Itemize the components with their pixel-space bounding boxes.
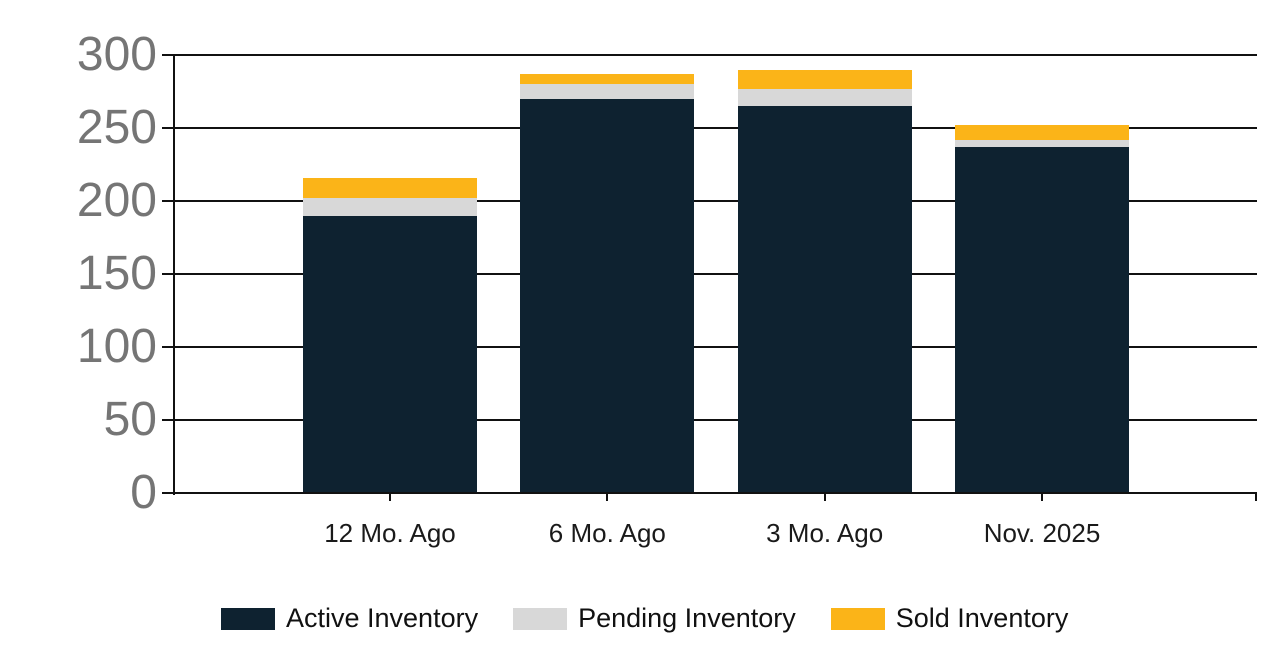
y-axis-tick-label: 150 [76,247,157,300]
x-axis-category-label: 12 Mo. Ago [324,518,456,548]
y-axis-tick-label: 250 [76,101,157,154]
y-axis-tick-label: 200 [76,174,157,227]
y-axis-line [173,55,175,495]
legend-label-sold-inventory: Sold Inventory [895,603,1069,633]
x-axis-category-label: Nov. 2025 [983,518,1101,548]
gridline-150 [162,273,1257,275]
y-axis-tick-label: 300 [76,28,157,81]
legend-item-active-inventory: Active Inventory [221,603,478,634]
y-axis-tick-label: 0 [130,466,157,519]
legend-label-pending-inventory: Pending Inventory [578,603,796,633]
legend-label-active-inventory: Active Inventory [286,603,479,633]
x-axis-category-label: 6 Mo. Ago [548,518,666,548]
plot-area [162,54,1257,501]
bar-segment-sold-inventory [520,74,695,85]
bar-12-mo-ago [303,177,477,493]
gridline-250 [162,127,1257,129]
x-axis-tick [389,493,391,501]
chart-legend: Active Inventory Pending Inventory Sold … [221,603,1068,634]
bar-segment-sold-inventory [954,125,1129,140]
bar-segment-pending-inventory [520,84,695,99]
x-axis-category-label: 3 Mo. Ago [766,518,884,548]
bar-nov-2025 [954,125,1129,493]
gridline-300 [162,54,1257,56]
y-axis-tick-label: 100 [76,320,157,373]
y-axis-tick-label: 50 [103,393,157,446]
bar-6-mo-ago [520,74,695,493]
legend-swatch-pending-inventory [513,607,568,630]
gridline-0 [162,492,1257,494]
legend-item-sold-inventory: Sold Inventory [830,603,1069,634]
bar-segment-pending-inventory [737,88,912,107]
bar-segment-active-inventory [520,98,695,493]
x-axis-tick [1040,493,1043,501]
bar-segment-sold-inventory [737,69,912,89]
legend-item-pending-inventory: Pending Inventory [513,603,796,634]
x-axis-tick [823,493,826,501]
gridline-200 [162,200,1257,202]
bar-segment-active-inventory [303,215,477,493]
bar-3-mo-ago [737,69,912,493]
bar-segment-pending-inventory [954,139,1129,147]
legend-swatch-sold-inventory [830,607,885,630]
legend-swatch-active-inventory [221,607,275,630]
gridline-50 [162,419,1257,421]
bar-segment-active-inventory [954,146,1129,493]
bar-segment-sold-inventory [303,177,477,199]
bar-segment-pending-inventory [303,198,477,216]
x-axis-end-tick [1255,493,1257,501]
gridline-100 [162,346,1257,348]
x-axis-tick [606,493,609,501]
bar-segment-active-inventory [737,106,912,493]
